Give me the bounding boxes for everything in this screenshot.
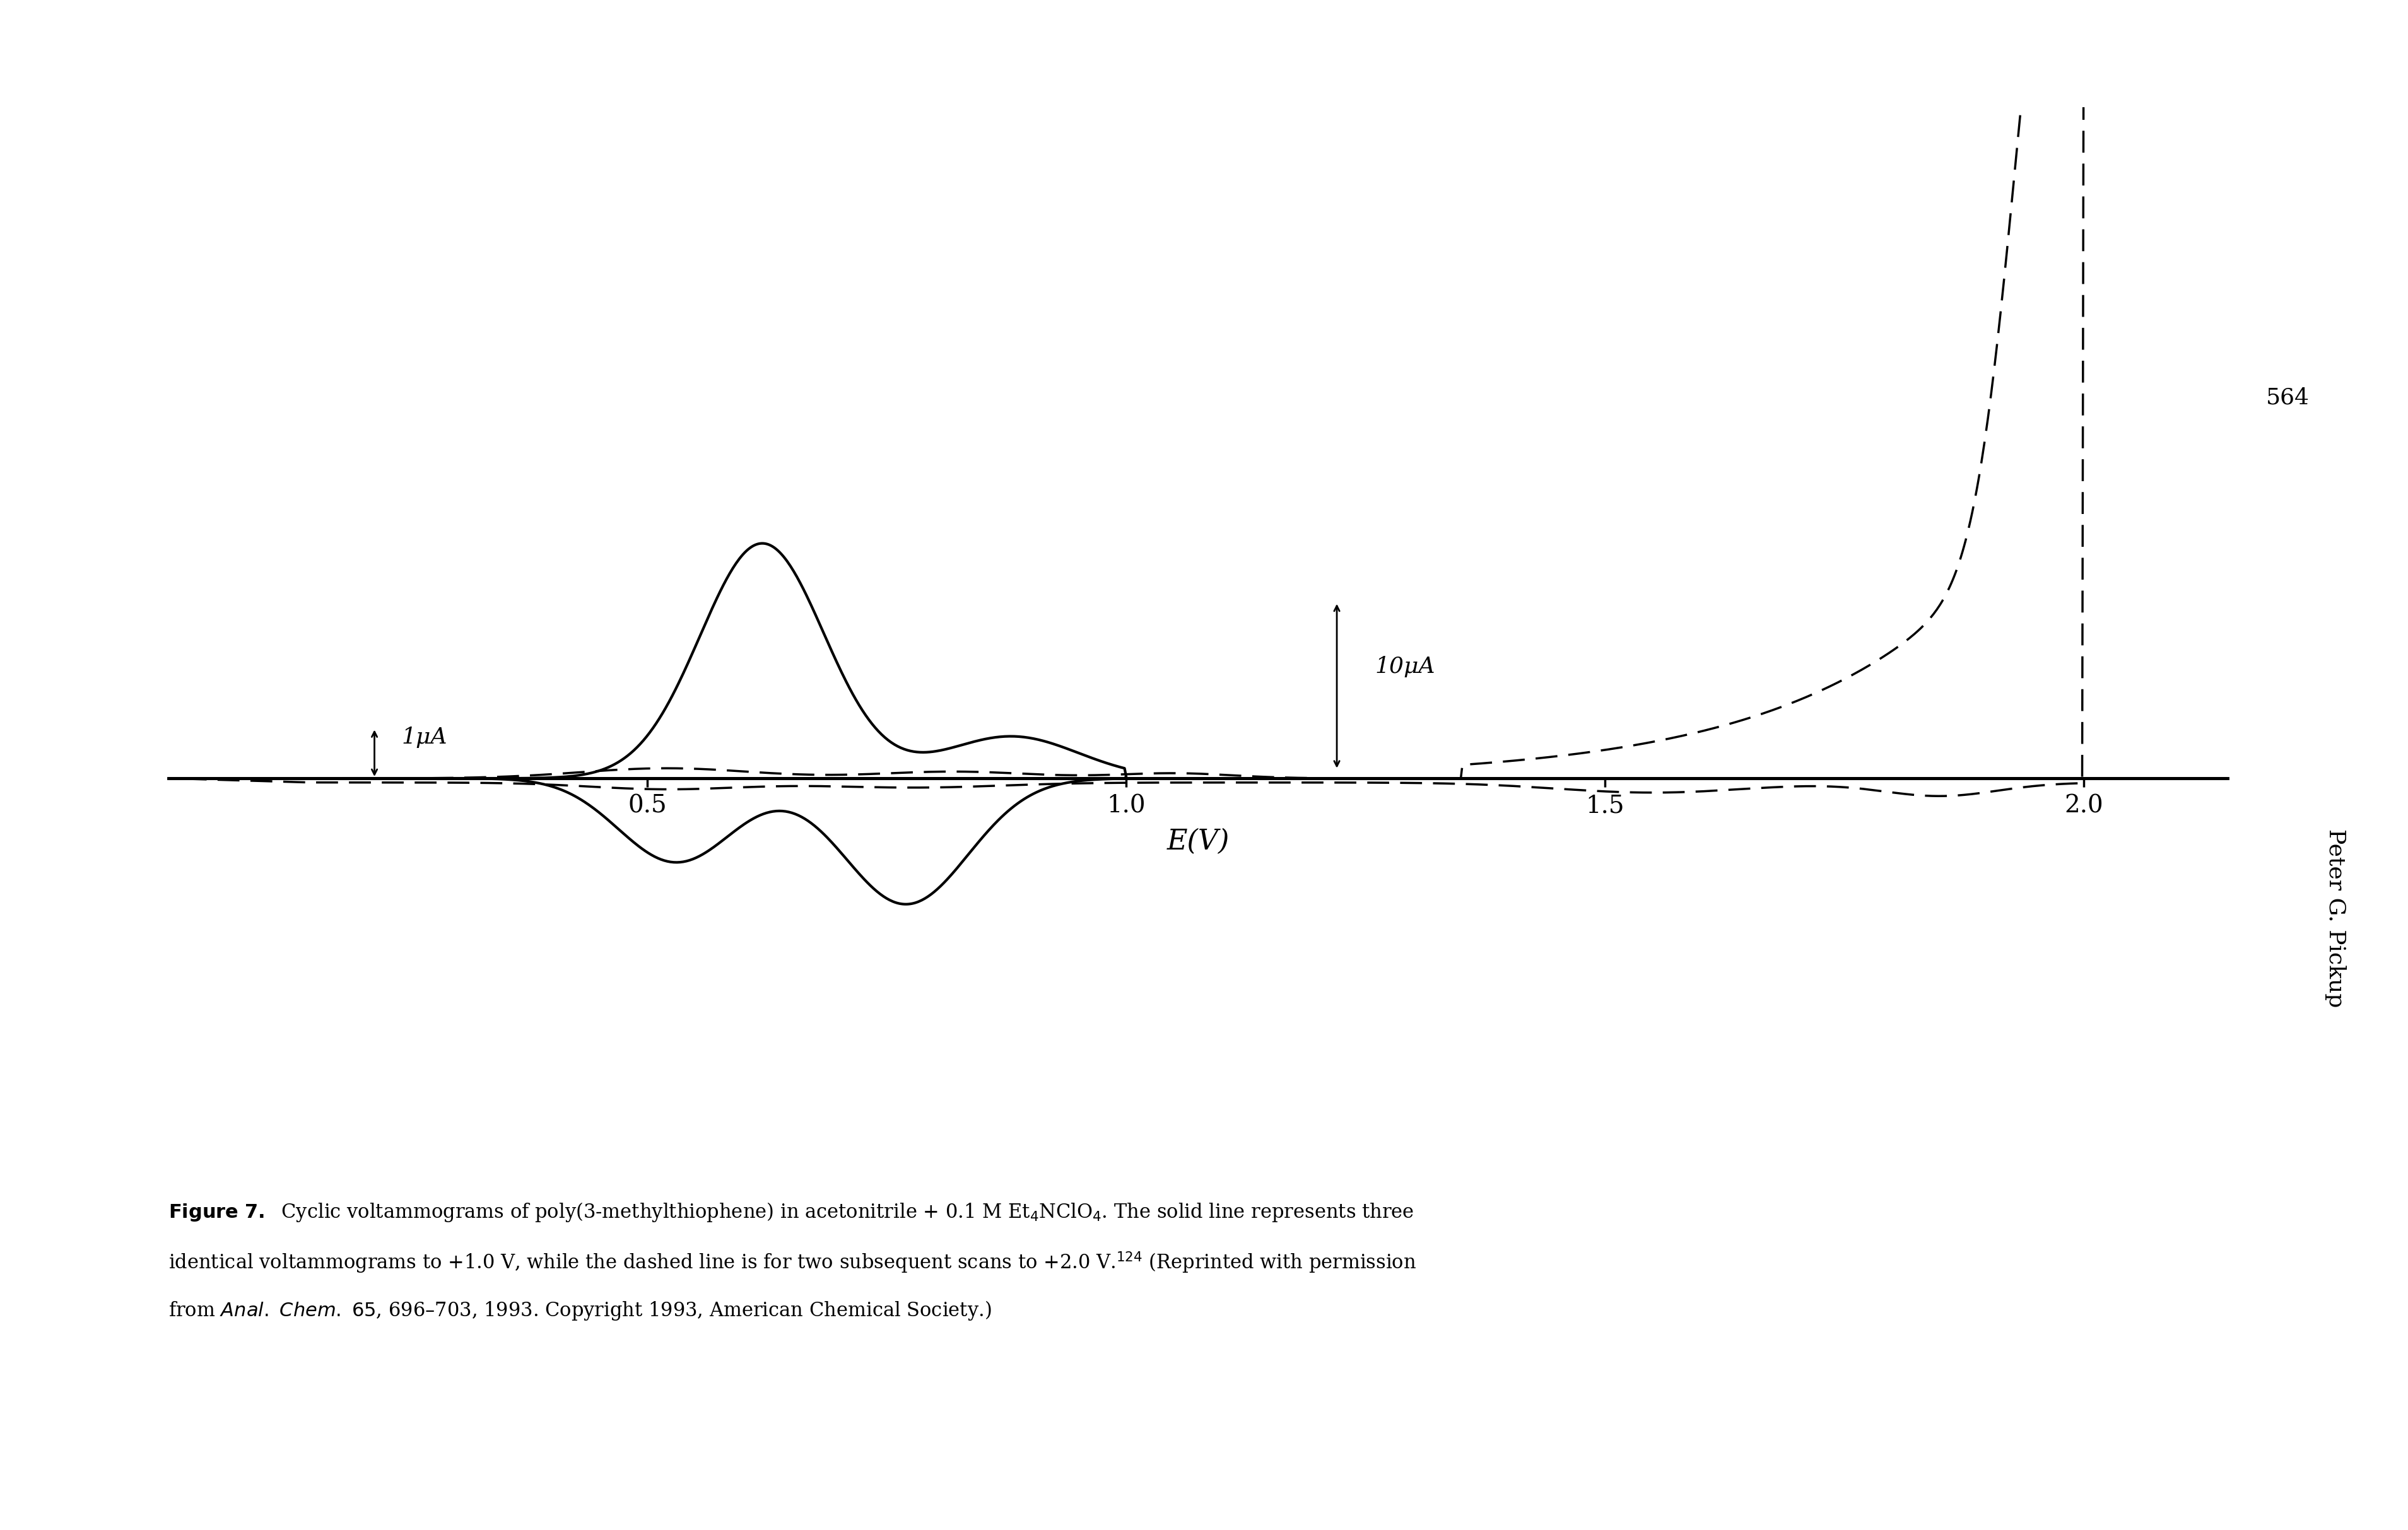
Text: identical voltammograms to +1.0 V, while the dashed line is for two subsequent s: identical voltammograms to +1.0 V, while… [169, 1250, 1416, 1274]
Text: 10μA: 10μA [1375, 656, 1435, 678]
Text: 1μA: 1μA [402, 727, 448, 748]
Text: Peter G. Pickup: Peter G. Pickup [2326, 829, 2345, 1007]
Text: $\mathbf{Figure\ 7.}$  Cyclic voltammograms of poly(3-methylthiophene) in aceton: $\mathbf{Figure\ 7.}$ Cyclic voltammogra… [169, 1201, 1413, 1224]
X-axis label: E(V): E(V) [1165, 828, 1230, 855]
Text: from $\mathit{Anal.\ Chem.}$ $\mathit{65}$, 696–703, 1993. Copyright 1993, Ameri: from $\mathit{Anal.\ Chem.}$ $\mathit{65… [169, 1299, 992, 1322]
Text: 564: 564 [2266, 387, 2309, 409]
